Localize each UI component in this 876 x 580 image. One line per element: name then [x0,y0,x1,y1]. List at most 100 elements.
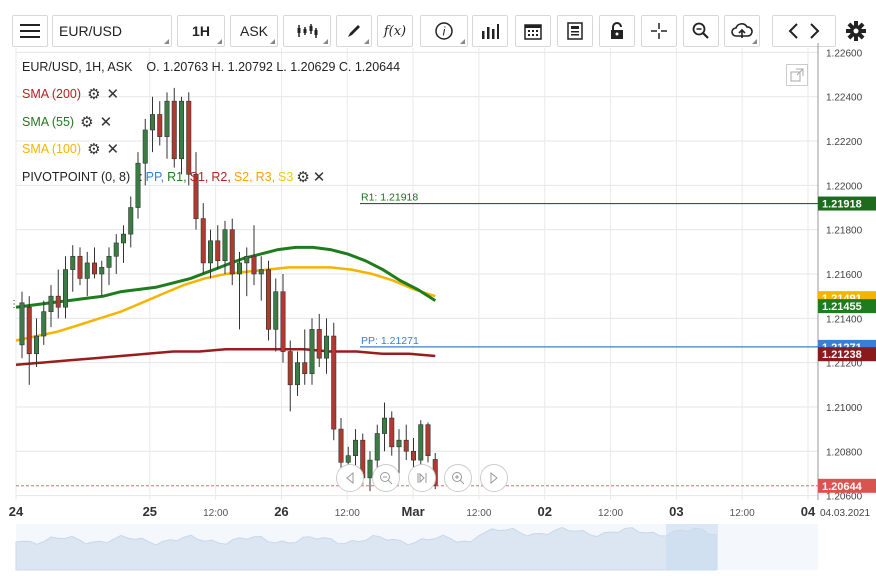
pivot-label: PIVOTPOINT (0, 8) [22,170,131,184]
x-tick-label: 12:00 [203,508,228,519]
zoom-in-button[interactable] [444,464,472,492]
instrument-header: EUR/USD, 1H, ASK O. 1.20763 H. 1.20792 L… [22,60,400,74]
candle [121,225,127,263]
x-tick-label: 25 [143,504,157,519]
instrument-label: EUR/USD, 1H, ASK [22,60,133,74]
candle [410,437,416,469]
calendar-button[interactable] [515,15,551,47]
candle [418,420,424,467]
expand-button[interactable] [786,64,808,86]
candle [62,256,68,319]
function-icon: f(x) [383,23,407,39]
symbol-selector[interactable]: EUR/USD [52,15,172,47]
candle [193,152,199,230]
pivot-gear-icon[interactable]: ⚙ [296,169,310,186]
sma200-line [15,348,436,367]
pivot-close-icon[interactable]: ✕ [312,169,326,186]
moving-averages [15,245,437,367]
candle-body [208,240,214,264]
timeframe-selector[interactable]: 1H [177,15,225,47]
candle [237,251,243,330]
zoom-out-button[interactable] [372,464,400,492]
next-icon[interactable] [804,22,824,40]
candle-body [331,335,337,430]
sma200-close-icon[interactable]: ✕ [106,86,120,103]
forward-button[interactable] [480,464,508,492]
price-type-selector[interactable]: ASK [230,15,278,47]
forward-icon [490,472,498,484]
sma200-gear-icon[interactable]: ⚙ [87,86,101,103]
pivot-level-r2: R2, [211,170,231,184]
zoom-icon [692,22,709,39]
crosshair-button[interactable] [641,15,677,47]
candle [99,260,105,297]
nav-controls [336,464,508,492]
candle-body [309,329,315,375]
price-tag: 1.21918 [818,196,876,211]
sma100-gear-icon[interactable]: ⚙ [87,141,101,158]
candle-body [41,311,47,337]
drag-handle[interactable]: ⋮ [9,299,19,310]
price-tag: 1.21455 [818,299,876,314]
sma55-gear-icon[interactable]: ⚙ [80,114,94,131]
y-tick-label: 1.21400 [826,314,863,325]
price-type-label: ASK [239,23,268,39]
price-tag: 1.21238 [818,347,876,362]
info-button[interactable]: i [420,15,468,47]
date-stamp: 04.03.2021 [820,508,870,519]
sma55-close-icon[interactable]: ✕ [99,114,113,131]
x-tick-label: 12:00 [335,508,360,519]
candle [208,229,214,279]
y-tick-label: 1.22400 [826,93,863,104]
candle-body [352,439,358,456]
gear-icon [846,21,866,41]
sma200-label: SMA (200) [22,87,82,101]
price-tag: 1.20644 [818,478,876,493]
menu-icon [20,24,40,38]
candle [171,87,177,168]
candle-body [92,262,98,275]
candle [302,329,308,385]
info-icon: i [435,22,453,40]
draw-button[interactable] [336,15,372,47]
draw-icon [348,25,360,37]
x-tick-label: 12:00 [466,508,491,519]
x-tick-label: 12:00 [730,508,755,519]
candle-body [367,459,373,479]
bars-icon [482,24,499,39]
chart-type-button[interactable] [283,15,331,47]
candle-body [121,233,127,244]
fit-button[interactable] [408,464,436,492]
candle [179,96,185,175]
candle [309,318,315,385]
zoom-button[interactable] [683,15,719,47]
cloud-icon [731,23,753,38]
y-tick-label: 1.20800 [826,447,863,458]
rewind-button[interactable] [336,464,364,492]
candle-body [229,229,235,275]
y-tick-label: 1.21200 [826,359,863,370]
sma100-close-icon[interactable]: ✕ [106,141,120,158]
pivot-level-s2: S2, [233,170,253,184]
candle [352,429,358,469]
candle [374,424,380,469]
candle [244,247,250,297]
lock-button[interactable] [599,15,635,47]
candle-body [99,267,105,275]
candle-body [106,255,112,268]
bars-button[interactable] [472,15,508,47]
menu-button[interactable] [12,15,48,47]
candle [92,247,98,279]
legend-pivot: PIVOTPOINT (0, 8) : PP, R1, S1, R2, S2, … [22,168,325,186]
settings-button[interactable] [845,20,867,47]
function-button[interactable]: f(x) [377,15,413,47]
candle [77,247,83,286]
zoom-out-icon [380,472,393,485]
pivot-sep: : [139,170,143,184]
candle [186,92,192,186]
candle [26,296,32,385]
prev-icon[interactable] [784,22,804,40]
cloud-button[interactable] [724,15,760,47]
news-button[interactable] [557,15,593,47]
